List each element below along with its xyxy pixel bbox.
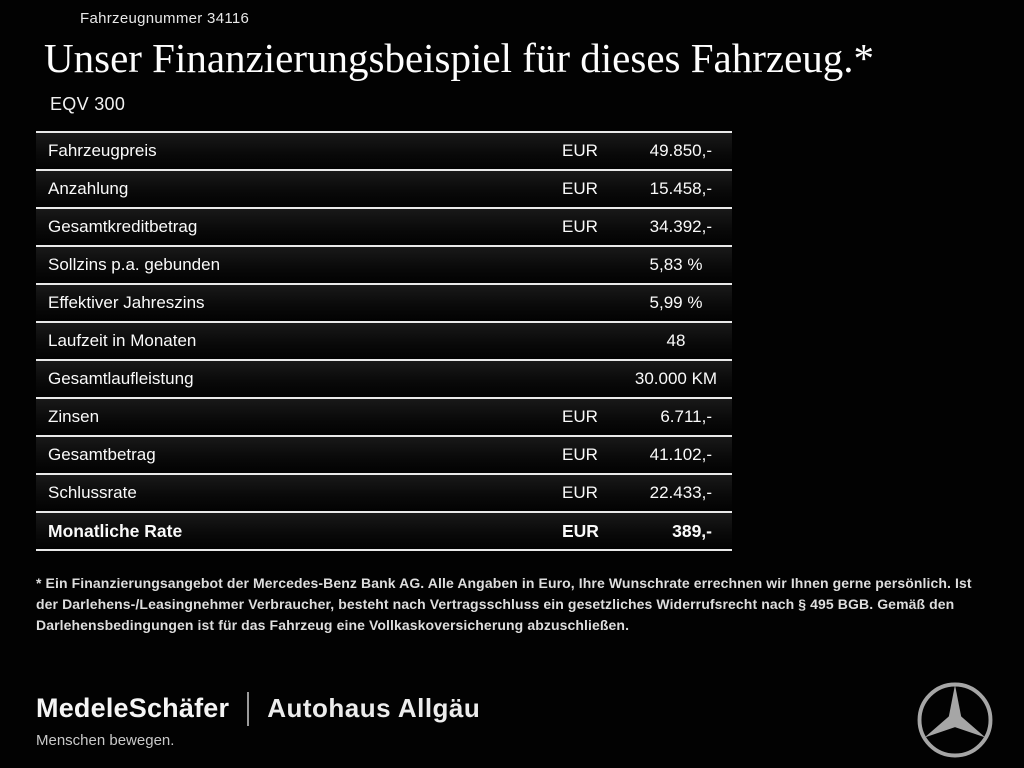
vehicle-number: Fahrzeugnummer 34116 — [80, 10, 250, 27]
row-label: Gesamtbetrag — [48, 445, 156, 465]
footer-divider — [247, 691, 250, 726]
row-currency: EUR — [562, 179, 598, 199]
row-label: Effektiver Jahreszins — [48, 293, 205, 313]
table-row: Anzahlung EUR 15.458,- — [36, 169, 732, 208]
row-value: 34.392,- — [649, 217, 712, 237]
row-value: 5,83 % — [649, 255, 703, 275]
row-currency: EUR — [562, 445, 598, 465]
financing-table: Fahrzeugpreis EUR 49.850,- Anzahlung EUR 15.… — [36, 131, 732, 552]
row-currency: EUR — [562, 217, 598, 237]
row-value: 6.711,- — [660, 407, 712, 427]
dealer-name-secondary: Autohaus Allgäu — [267, 693, 481, 723]
mercedes-star-icon — [916, 681, 994, 759]
table-row: Laufzeit in Monaten 48 — [36, 321, 732, 360]
table-row: Schlussrate EUR 22.433,- — [36, 473, 732, 512]
row-value: 48 — [666, 331, 686, 351]
table-row: Fahrzeugpreis EUR 49.850,- — [36, 131, 732, 170]
row-value: 22.433,- — [649, 483, 712, 503]
row-value: 41.102,- — [649, 445, 712, 465]
table-row: Effektiver Jahreszins 5,99 % — [36, 283, 732, 322]
row-value: 5,99 % — [649, 293, 703, 313]
table-row: Gesamtlaufleistung 30.000 KM — [36, 359, 732, 398]
row-label: Sollzins p.a. gebunden — [48, 255, 221, 275]
dealer-names: MedeleSchäfer Autohaus Allgäu — [36, 691, 481, 726]
row-label: Gesamtlaufleistung — [48, 369, 194, 389]
row-value: 30.000 KM — [634, 369, 718, 389]
row-value: 389,- — [672, 520, 712, 541]
table-row: Sollzins p.a. gebunden 5,83 % — [36, 245, 732, 284]
row-currency: EUR — [562, 407, 598, 427]
row-label: Schlussrate — [48, 483, 137, 503]
row-label: Fahrzeugpreis — [48, 141, 157, 161]
row-label: Monatliche Rate — [48, 520, 183, 541]
table-row: Gesamtkreditbetrag EUR 34.392,- — [36, 207, 732, 246]
table-row: Gesamtbetrag EUR 41.102,- — [36, 435, 732, 474]
row-value: 49.850,- — [649, 141, 712, 161]
row-label: Zinsen — [48, 407, 100, 427]
dealer-tagline: Menschen bewegen. — [36, 731, 175, 749]
row-value: 15.458,- — [649, 179, 712, 199]
legal-footnote: * Ein Finanzierungsangebot der Mercedes-… — [36, 575, 972, 634]
row-label: Anzahlung — [48, 179, 129, 199]
row-currency: EUR — [562, 141, 598, 161]
dealer-footer: MedeleSchäfer Autohaus Allgäu Menschen b… — [0, 672, 1024, 768]
dealer-name-primary: MedeleSchäfer — [36, 693, 230, 723]
row-currency: EUR — [562, 483, 598, 503]
vehicle-model: EQV 300 — [50, 94, 126, 115]
table-row-monthly-rate: Monatliche Rate EUR 389,- — [36, 511, 732, 550]
row-currency: EUR — [562, 520, 599, 541]
row-label: Laufzeit in Monaten — [48, 331, 197, 351]
dealer-info: MedeleSchäfer Autohaus Allgäu Menschen b… — [36, 691, 481, 749]
row-label: Gesamtkreditbetrag — [48, 217, 198, 237]
page-title: Unser Finanzierungsbeispiel für dieses F… — [44, 35, 875, 81]
table-row: Zinsen EUR 6.711,- — [36, 397, 732, 436]
